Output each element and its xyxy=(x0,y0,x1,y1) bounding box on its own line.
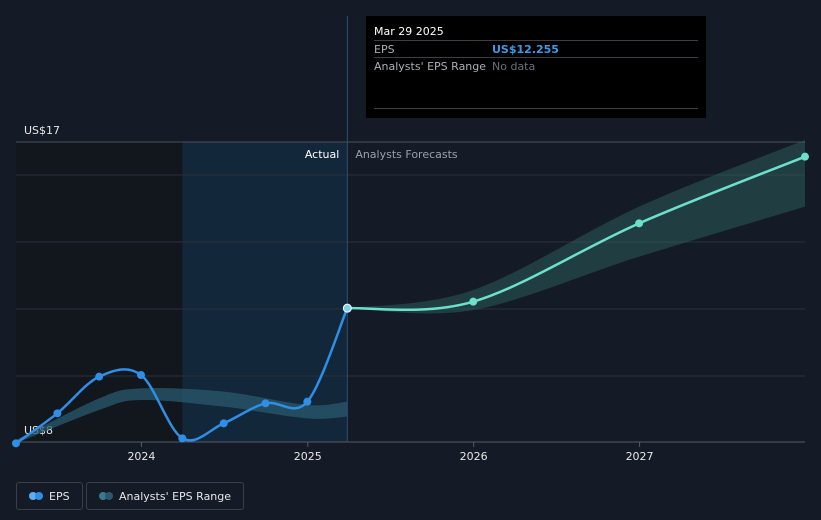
forecast-point xyxy=(635,219,644,228)
forecast-point xyxy=(469,297,478,306)
eps-point xyxy=(95,372,104,381)
legend-range-button[interactable]: Analysts' EPS Range xyxy=(86,482,245,510)
y-label-top: US$17 xyxy=(24,124,60,137)
actual-region-label: Actual xyxy=(305,148,339,161)
range-swatch-icon xyxy=(99,492,113,500)
legend-range-label: Analysts' EPS Range xyxy=(119,489,232,503)
legend-eps-button[interactable]: EPS xyxy=(16,482,83,510)
eps-point xyxy=(178,434,187,443)
tooltip-eps-row: EPS US$12.255 xyxy=(374,40,698,58)
eps-point xyxy=(219,419,228,428)
forecast-line xyxy=(347,155,806,312)
tooltip-eps-value: US$12.255 xyxy=(492,43,559,56)
eps-point xyxy=(53,409,62,418)
tooltip-eps-label: EPS xyxy=(374,43,395,56)
gridlines xyxy=(16,141,805,377)
x-tick-labels: 2024 2025 2026 2027 xyxy=(127,442,654,463)
tooltip-range-value: No data xyxy=(492,60,536,73)
hover-tooltip: Mar 29 2025 EPS US$12.255 Analysts' EPS … xyxy=(366,16,706,118)
eps-point xyxy=(342,303,352,313)
x-tick-label: 2025 xyxy=(294,450,322,463)
eps-point xyxy=(136,371,145,379)
forecast-region-label: Analysts Forecasts xyxy=(355,148,458,161)
tooltip-date: Mar 29 2025 xyxy=(374,25,444,38)
legend-eps-label: EPS xyxy=(49,489,70,503)
forecast-points xyxy=(469,152,809,306)
eps-point xyxy=(12,439,20,448)
eps-point xyxy=(261,399,270,408)
x-tick-label: 2027 xyxy=(626,450,654,463)
tooltip-divider xyxy=(374,108,698,109)
tooltip-range-row: Analysts' EPS Range No data xyxy=(374,57,698,75)
x-tick-label: 2024 xyxy=(127,450,155,463)
eps-points xyxy=(12,303,352,448)
forecast-point xyxy=(801,152,809,161)
eps-swatch-icon xyxy=(29,492,43,500)
tooltip-range-label: Analysts' EPS Range xyxy=(374,60,487,73)
eps-range-band-forecast xyxy=(347,140,805,314)
x-tick-label: 2026 xyxy=(460,450,488,463)
eps-point xyxy=(303,397,312,406)
